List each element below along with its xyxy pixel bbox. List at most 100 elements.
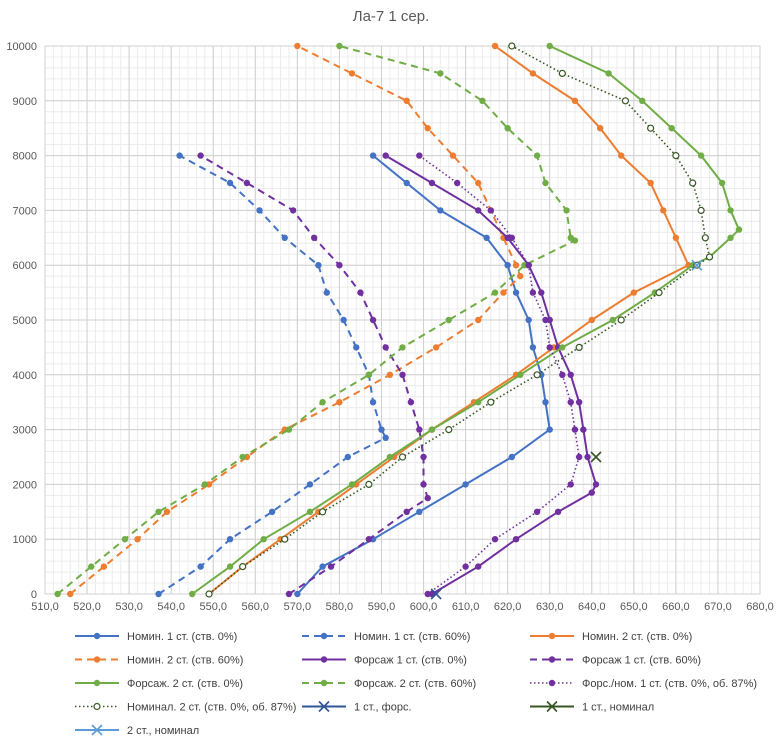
legend-label: Номин. 1 ст. (ств. 0%) bbox=[127, 631, 237, 643]
series-7-point bbox=[668, 125, 675, 132]
series-3-point bbox=[571, 97, 579, 105]
series-4-point bbox=[432, 344, 440, 351]
series-8-point bbox=[491, 289, 499, 296]
legend-label: 1 ст., форс. bbox=[354, 702, 412, 714]
series-3-point bbox=[618, 152, 625, 159]
series-6-point bbox=[416, 426, 423, 433]
series-5-point bbox=[575, 399, 583, 406]
legend-label: Номин. 1 ст. (ств. 60%) bbox=[354, 631, 470, 643]
series-9-point bbox=[525, 262, 532, 269]
legend-marker bbox=[93, 656, 101, 663]
series-1-point bbox=[403, 179, 410, 187]
series-7-point bbox=[189, 590, 196, 598]
series-10-point bbox=[701, 234, 709, 242]
legend-marker bbox=[548, 632, 556, 640]
series-8-point bbox=[336, 42, 343, 50]
series-5-point bbox=[554, 508, 562, 515]
series-6-point bbox=[357, 289, 364, 296]
y-tick-label: 8000 bbox=[13, 151, 37, 163]
series-3-point bbox=[647, 179, 654, 187]
series-8-point bbox=[504, 125, 511, 132]
series-8-point bbox=[155, 508, 162, 515]
series-4-point bbox=[163, 508, 171, 515]
series-10-point bbox=[445, 426, 453, 434]
series-4-point bbox=[348, 70, 356, 77]
series-3-point bbox=[529, 70, 537, 77]
legend-marker bbox=[320, 632, 328, 640]
x-tick-label: 590,0 bbox=[368, 601, 396, 613]
series-10-point bbox=[617, 316, 625, 324]
series-9-point bbox=[508, 234, 516, 241]
series-4-point bbox=[500, 289, 507, 296]
x-tick-label: 550,0 bbox=[199, 601, 227, 613]
series-7-point bbox=[559, 344, 566, 351]
series-9-point bbox=[567, 481, 574, 488]
chart-title: Ла-7 1 сер. bbox=[352, 8, 430, 25]
series-9-point bbox=[567, 399, 574, 406]
series-8-point bbox=[399, 344, 406, 351]
legend-label: Форсаж. 2 ст. (ств. 60%) bbox=[354, 678, 476, 690]
series-1-point bbox=[542, 399, 549, 406]
series-2-point bbox=[382, 434, 389, 442]
series-6-line bbox=[200, 154, 429, 595]
series-10-point bbox=[239, 562, 247, 571]
legend-marker bbox=[548, 679, 556, 687]
series-2-point bbox=[226, 536, 234, 543]
legend-marker bbox=[318, 700, 330, 713]
series-2-point bbox=[226, 179, 234, 187]
x-tick-label: 670,0 bbox=[704, 601, 732, 613]
series-4-point bbox=[403, 97, 410, 105]
series-9-point bbox=[453, 179, 461, 187]
series-4-line bbox=[69, 45, 522, 595]
series-1-point bbox=[512, 289, 520, 296]
series-10-point bbox=[697, 206, 705, 214]
series-6-point bbox=[243, 179, 251, 187]
series-2-point bbox=[268, 508, 276, 515]
series-10-point bbox=[647, 124, 655, 132]
series-7-point bbox=[735, 226, 743, 233]
series-9-point bbox=[571, 426, 579, 433]
series-8-point bbox=[533, 152, 541, 159]
x-tick-label: 540,0 bbox=[157, 601, 185, 613]
series-8-point bbox=[239, 453, 246, 461]
x-tick-label: 680,0 bbox=[746, 601, 774, 613]
legend-label: Номинал. 2 ст. (ств. 0%, об. 87%) bbox=[127, 702, 296, 714]
series-5-point bbox=[428, 179, 436, 187]
series-9-point bbox=[546, 344, 553, 351]
legend-marker bbox=[320, 679, 328, 687]
series-9-point bbox=[416, 152, 423, 159]
series-10-point bbox=[281, 535, 289, 543]
series-6-point bbox=[197, 152, 204, 159]
series-10-point bbox=[558, 69, 566, 78]
series-1-point bbox=[504, 262, 511, 269]
series-6-point bbox=[420, 453, 427, 461]
series-6-point bbox=[420, 481, 427, 488]
series-6-point bbox=[336, 262, 343, 269]
series-8-point bbox=[563, 207, 570, 214]
series-2-point bbox=[281, 234, 288, 241]
series-8-point bbox=[567, 234, 574, 241]
x-tick-label: 610,0 bbox=[452, 601, 480, 613]
legend-label: Форс./ном. 1 ст. (ств. 0%, об. 87%) bbox=[582, 678, 757, 690]
series-7-point bbox=[260, 536, 267, 543]
series-6-point bbox=[403, 508, 410, 515]
series-5-point bbox=[567, 371, 574, 378]
series-2-point bbox=[176, 152, 183, 159]
series-10-point bbox=[575, 343, 583, 351]
series-6-point bbox=[365, 536, 373, 543]
x-tick-label: 640,0 bbox=[578, 601, 606, 613]
series-7-point bbox=[386, 453, 394, 461]
legend-marker bbox=[546, 700, 558, 713]
series-5-line bbox=[385, 154, 598, 595]
y-tick-label: 9000 bbox=[13, 96, 37, 108]
series-10-point bbox=[318, 508, 327, 516]
series-2-point bbox=[155, 590, 162, 598]
legend-label: 1 ст., номинал bbox=[582, 702, 654, 714]
series-1-point bbox=[525, 316, 532, 324]
series-5-point bbox=[512, 536, 520, 543]
series-4-point bbox=[512, 262, 520, 269]
series-4-point bbox=[294, 42, 301, 50]
series-8-point bbox=[285, 426, 293, 433]
series-1-point bbox=[529, 344, 537, 351]
